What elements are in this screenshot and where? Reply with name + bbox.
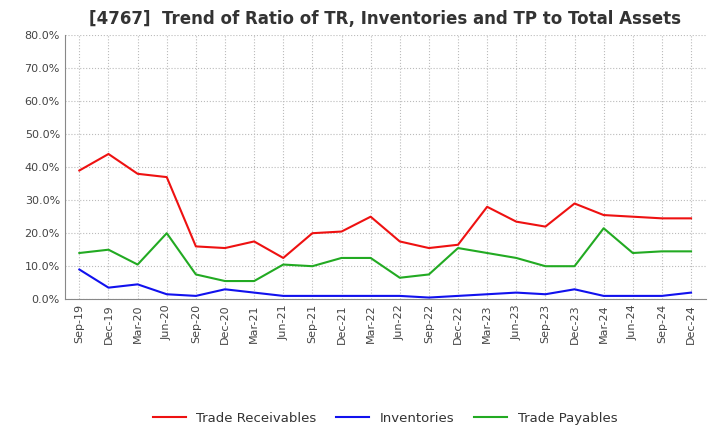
Trade Payables <box>75 250 84 256</box>
Trade Payables <box>104 247 113 253</box>
Trade Receivables <box>220 246 229 251</box>
Trade Payables <box>687 249 696 254</box>
Inventories <box>629 293 637 299</box>
Inventories <box>395 293 404 299</box>
Inventories <box>512 290 521 295</box>
Trade Receivables <box>163 174 171 180</box>
Trade Payables <box>133 262 142 267</box>
Trade Payables <box>192 272 200 277</box>
Trade Payables <box>483 250 492 256</box>
Trade Payables <box>308 264 317 269</box>
Trade Receivables <box>657 216 666 221</box>
Trade Receivables <box>512 219 521 224</box>
Trade Payables <box>629 250 637 256</box>
Inventories <box>250 290 258 295</box>
Trade Payables <box>512 255 521 260</box>
Trade Payables <box>279 262 287 267</box>
Inventories <box>220 287 229 292</box>
Trade Receivables <box>629 214 637 220</box>
Trade Receivables <box>483 204 492 209</box>
Trade Payables <box>337 255 346 260</box>
Trade Receivables <box>192 244 200 249</box>
Inventories <box>279 293 287 299</box>
Trade Payables <box>220 279 229 284</box>
Trade Payables <box>657 249 666 254</box>
Inventories <box>366 293 375 299</box>
Trade Payables <box>570 264 579 269</box>
Trade Payables <box>366 255 375 260</box>
Inventories <box>75 267 84 272</box>
Inventories <box>454 293 462 299</box>
Trade Receivables <box>279 255 287 260</box>
Trade Receivables <box>133 171 142 176</box>
Trade Payables <box>395 275 404 280</box>
Inventories <box>163 292 171 297</box>
Line: Inventories: Inventories <box>79 269 691 297</box>
Trade Receivables <box>104 151 113 157</box>
Inventories <box>425 295 433 300</box>
Inventories <box>337 293 346 299</box>
Trade Receivables <box>308 231 317 236</box>
Title: [4767]  Trend of Ratio of TR, Inventories and TP to Total Assets: [4767] Trend of Ratio of TR, Inventories… <box>89 10 681 28</box>
Inventories <box>133 282 142 287</box>
Trade Receivables <box>599 213 608 218</box>
Trade Receivables <box>337 229 346 234</box>
Inventories <box>599 293 608 299</box>
Inventories <box>308 293 317 299</box>
Inventories <box>657 293 666 299</box>
Trade Payables <box>250 279 258 284</box>
Trade Receivables <box>395 239 404 244</box>
Inventories <box>192 293 200 299</box>
Inventories <box>541 292 550 297</box>
Trade Receivables <box>250 239 258 244</box>
Line: Trade Payables: Trade Payables <box>79 228 691 281</box>
Inventories <box>483 292 492 297</box>
Trade Receivables <box>425 246 433 251</box>
Inventories <box>104 285 113 290</box>
Legend: Trade Receivables, Inventories, Trade Payables: Trade Receivables, Inventories, Trade Pa… <box>148 406 623 430</box>
Trade Receivables <box>366 214 375 220</box>
Trade Payables <box>163 231 171 236</box>
Trade Payables <box>454 246 462 251</box>
Trade Payables <box>541 264 550 269</box>
Trade Receivables <box>570 201 579 206</box>
Trade Receivables <box>541 224 550 229</box>
Trade Receivables <box>687 216 696 221</box>
Inventories <box>570 287 579 292</box>
Inventories <box>687 290 696 295</box>
Trade Payables <box>425 272 433 277</box>
Line: Trade Receivables: Trade Receivables <box>79 154 691 258</box>
Trade Receivables <box>75 168 84 173</box>
Trade Payables <box>599 226 608 231</box>
Trade Receivables <box>454 242 462 247</box>
